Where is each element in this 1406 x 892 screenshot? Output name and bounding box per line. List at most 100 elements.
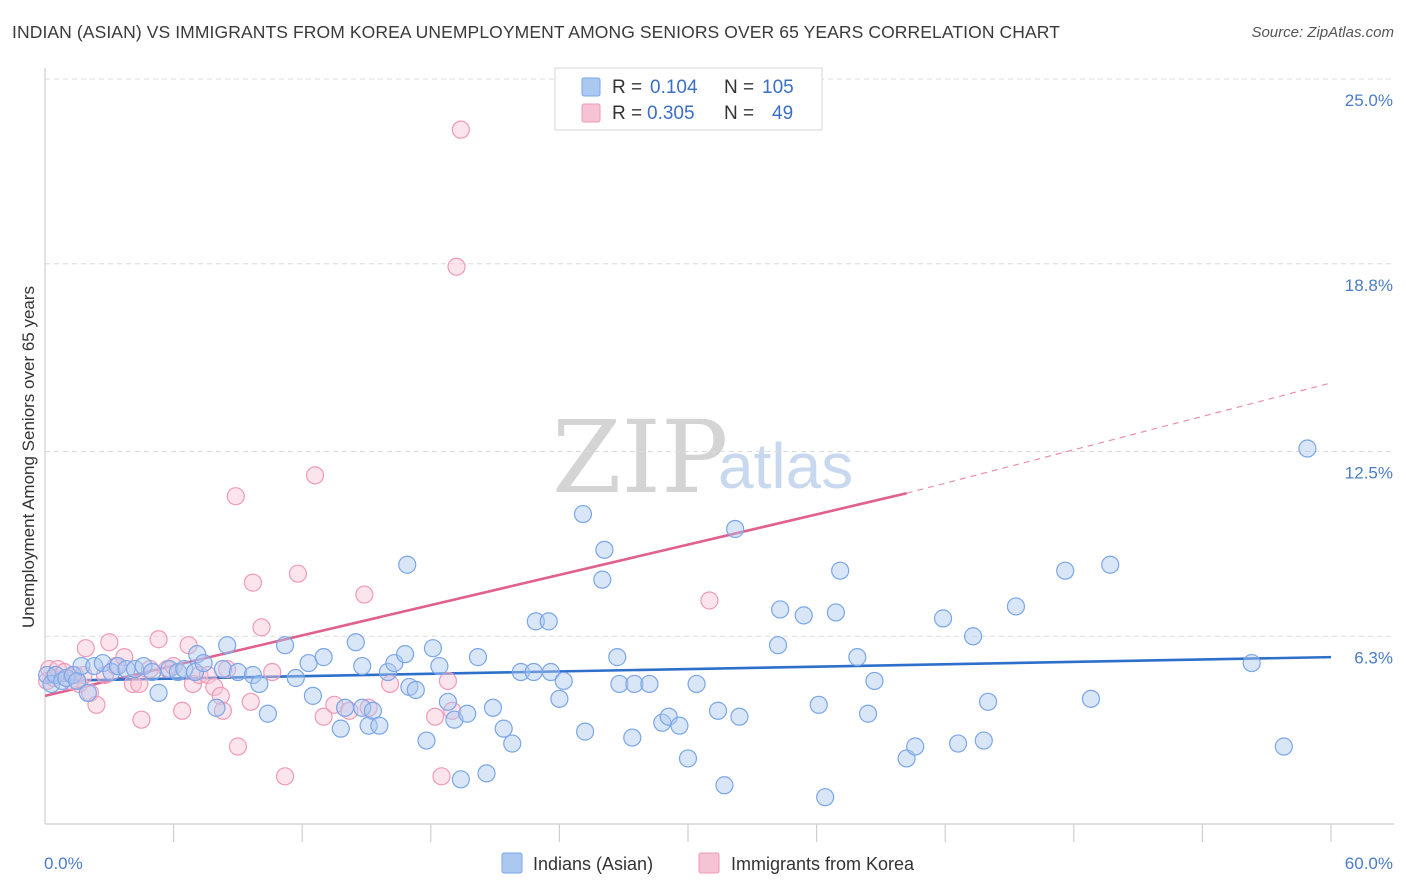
indian-point bbox=[978, 692, 998, 711]
indian-point bbox=[483, 698, 503, 717]
indian-point bbox=[314, 648, 333, 667]
indian-point bbox=[809, 695, 828, 714]
indian-point bbox=[576, 722, 595, 741]
korea-point bbox=[226, 487, 245, 506]
korea-point bbox=[149, 630, 168, 649]
korea-point bbox=[700, 591, 719, 610]
indian-point bbox=[207, 698, 226, 717]
x-tick-labels: 0.0% 60.0% bbox=[44, 854, 1393, 873]
indian-point bbox=[353, 698, 372, 717]
indian-point bbox=[1274, 737, 1293, 756]
indian-point bbox=[550, 689, 569, 708]
bottom-legend-korea: Immigrants from Korea bbox=[731, 854, 915, 874]
korea-point bbox=[243, 573, 263, 592]
legend-n-label-2: N = bbox=[724, 103, 754, 124]
indian-point bbox=[228, 662, 247, 682]
korea-point bbox=[438, 671, 458, 691]
indian-point bbox=[149, 683, 168, 702]
indian-point bbox=[858, 704, 878, 723]
y-tick-label: 6.3% bbox=[1354, 648, 1393, 667]
korea-point bbox=[432, 767, 451, 786]
legend-swatch-blue bbox=[581, 77, 601, 97]
y-tick-label: 25.0% bbox=[1345, 91, 1393, 110]
indian-point bbox=[1101, 555, 1120, 574]
bottom-legend-indians: Indians (Asian) bbox=[533, 854, 653, 874]
indian-point bbox=[346, 633, 365, 652]
indian-point bbox=[610, 674, 629, 694]
indian-point bbox=[715, 776, 734, 795]
indian-point bbox=[906, 737, 925, 756]
indian-point bbox=[430, 656, 449, 676]
indian-point bbox=[768, 636, 788, 655]
axes bbox=[44, 68, 1394, 842]
indian-point bbox=[72, 656, 91, 676]
indian-point bbox=[816, 788, 835, 807]
indian-point bbox=[826, 603, 845, 622]
series-legend: Indians (Asian) Immigrants from Korea bbox=[501, 852, 915, 874]
korea-point bbox=[355, 585, 374, 604]
korea-point bbox=[263, 662, 282, 682]
indian-point bbox=[726, 519, 745, 539]
korea-point bbox=[252, 618, 271, 637]
indian-point bbox=[974, 731, 993, 750]
korea-point bbox=[132, 710, 151, 729]
indian-point bbox=[243, 665, 263, 685]
indian-point bbox=[458, 704, 477, 723]
indian-point bbox=[526, 612, 545, 631]
legend-n-value-1: 105 bbox=[762, 77, 794, 98]
indian-point bbox=[963, 627, 983, 646]
korea-point bbox=[447, 257, 466, 276]
korea-point bbox=[288, 564, 308, 583]
indian-point bbox=[1006, 597, 1026, 616]
bottom-legend-swatch-blue bbox=[501, 852, 523, 874]
korea-point bbox=[275, 767, 295, 786]
indian-points bbox=[38, 439, 1317, 807]
gridlines bbox=[45, 78, 1394, 637]
legend-n-value-2: 49 bbox=[772, 103, 793, 124]
indian-point bbox=[250, 674, 269, 694]
y-tick-labels: 6.3% 12.5% 18.8% 25.0% bbox=[1345, 91, 1393, 667]
indian-point bbox=[451, 770, 470, 789]
indian-point bbox=[595, 540, 614, 559]
y-axis-label: Unemployment Among Seniors over 65 years bbox=[19, 286, 38, 628]
korea-point bbox=[228, 737, 247, 756]
indian-point bbox=[831, 561, 850, 580]
indian-point bbox=[623, 728, 642, 747]
korea-point bbox=[451, 120, 470, 139]
indian-point bbox=[608, 648, 627, 667]
indian-point bbox=[258, 704, 278, 723]
indian-point bbox=[370, 716, 389, 735]
korea-point bbox=[100, 633, 119, 652]
indian-point bbox=[708, 701, 728, 720]
indian-point bbox=[335, 698, 355, 717]
indian-point bbox=[573, 504, 593, 524]
indian-point bbox=[286, 668, 305, 688]
watermark: ZIP atlas bbox=[552, 399, 853, 516]
indian-point bbox=[933, 609, 953, 628]
indian-point bbox=[593, 570, 612, 589]
indian-point bbox=[687, 674, 706, 694]
legend-r-value-2: 0.305 bbox=[647, 103, 695, 124]
indian-point bbox=[417, 731, 436, 750]
indian-point bbox=[670, 716, 689, 735]
indian-point bbox=[188, 645, 207, 664]
korea-point bbox=[130, 674, 149, 694]
indian-trend-line bbox=[44, 655, 1332, 683]
indian-point bbox=[143, 662, 162, 682]
watermark-atlas: atlas bbox=[718, 430, 853, 502]
x-tick-label-max: 60.0% bbox=[1345, 854, 1393, 873]
korea-points bbox=[38, 120, 719, 786]
y-tick-label: 18.8% bbox=[1345, 276, 1393, 295]
indian-point bbox=[1081, 689, 1101, 708]
korea-point bbox=[425, 707, 445, 726]
bottom-legend-swatch-pink bbox=[698, 852, 720, 874]
indian-point bbox=[1056, 561, 1075, 580]
indian-point bbox=[331, 719, 350, 738]
watermark-zip: ZIP bbox=[552, 399, 728, 516]
indian-point bbox=[948, 734, 968, 753]
indian-point bbox=[194, 653, 213, 673]
indian-point bbox=[1298, 439, 1317, 458]
legend-r-label-2: R = bbox=[612, 103, 642, 124]
indian-point bbox=[275, 636, 295, 655]
